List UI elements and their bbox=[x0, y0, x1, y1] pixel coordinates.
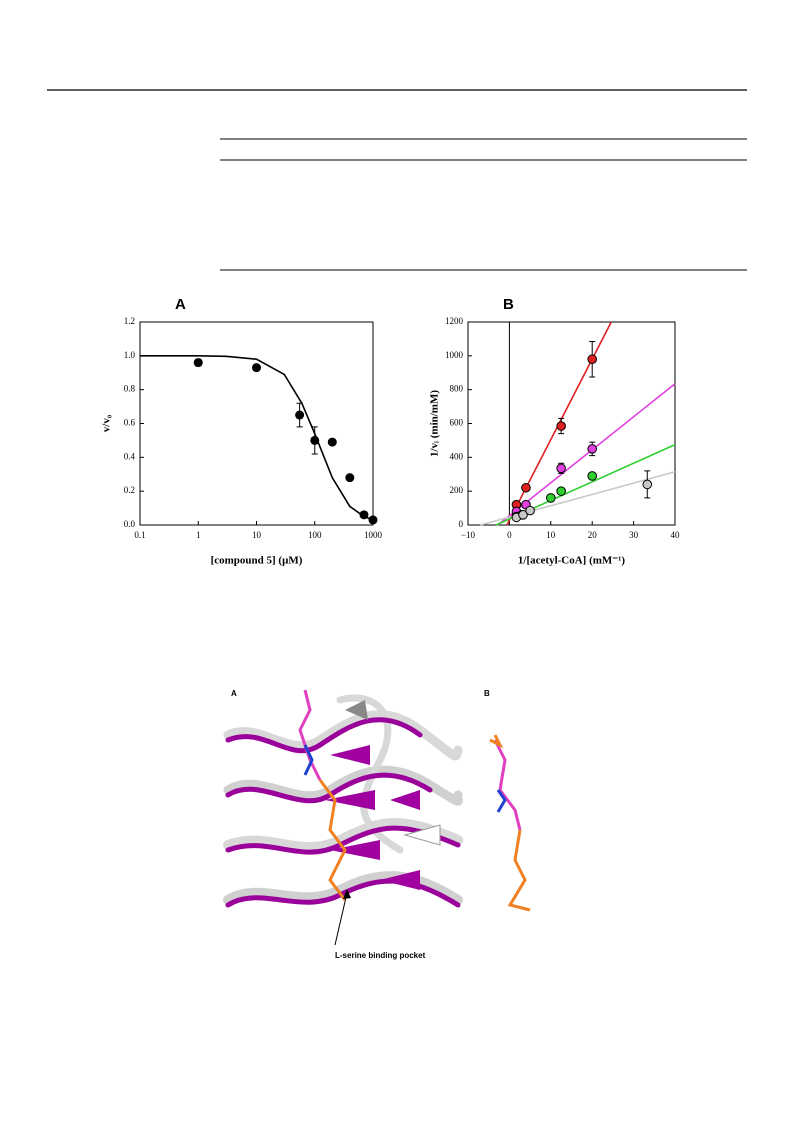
data-point bbox=[193, 358, 203, 368]
data-point bbox=[327, 437, 337, 447]
plot-frame bbox=[467, 321, 676, 526]
data-point bbox=[525, 505, 535, 516]
panel-label: A bbox=[231, 689, 237, 698]
ligand bbox=[298, 689, 531, 912]
x-tick-label: 100 bbox=[308, 530, 322, 540]
y-tick-label: 0.2 bbox=[124, 485, 135, 495]
annotation-arrow bbox=[334, 892, 348, 946]
y-axis-label: v/v₀ bbox=[101, 414, 113, 432]
x-axis-label: [compound 5] (μM) bbox=[211, 555, 303, 567]
x-tick-label: 20 bbox=[588, 530, 598, 540]
y-tick-label: 0.0 bbox=[124, 519, 136, 529]
panel-label: B bbox=[484, 689, 490, 698]
y-axis-label: 1/vᵢ (min/mM) bbox=[429, 390, 441, 457]
panel-label: B bbox=[503, 296, 514, 313]
data-point bbox=[556, 486, 566, 496]
plot-frame bbox=[139, 321, 374, 526]
data-point bbox=[587, 471, 598, 481]
y-tick-label: 400 bbox=[450, 451, 464, 461]
data-point bbox=[359, 510, 369, 520]
x-tick-label: 0.1 bbox=[134, 530, 145, 540]
x-tick-label: 30 bbox=[629, 530, 639, 540]
data-point bbox=[587, 354, 598, 365]
y-tick-label: 0.6 bbox=[124, 418, 136, 428]
y-tick-label: 0.4 bbox=[124, 451, 136, 461]
data-point bbox=[295, 410, 305, 420]
data-point bbox=[252, 363, 261, 373]
y-tick-label: 1200 bbox=[445, 316, 464, 326]
data-point bbox=[642, 479, 653, 490]
y-tick-label: 800 bbox=[450, 384, 464, 394]
fit-line bbox=[140, 355, 374, 521]
x-tick-label: 10 bbox=[546, 530, 556, 540]
x-tick-label: 1000 bbox=[364, 530, 383, 540]
x-tick-label: 40 bbox=[671, 530, 681, 540]
y-tick-label: 0 bbox=[459, 519, 464, 529]
beta-arrows bbox=[325, 700, 441, 890]
y-tick-label: 600 bbox=[450, 418, 464, 428]
x-tick-label: 10 bbox=[252, 530, 262, 540]
y-tick-label: 200 bbox=[450, 485, 464, 495]
data-point bbox=[345, 473, 355, 483]
x-tick-label: 0 bbox=[507, 530, 512, 540]
y-tick-label: 1.2 bbox=[124, 316, 135, 326]
data-point bbox=[587, 444, 598, 454]
data-point bbox=[556, 463, 566, 474]
data-point bbox=[556, 421, 566, 431]
data-point bbox=[368, 515, 378, 525]
data-point bbox=[310, 435, 320, 445]
annotation: L-serine binding pocket bbox=[335, 951, 426, 960]
data-point bbox=[521, 482, 531, 493]
y-tick-label: 1000 bbox=[445, 350, 464, 360]
panel-label: A bbox=[175, 296, 186, 313]
x-tick-label: −10 bbox=[461, 530, 476, 540]
y-tick-label: 1.0 bbox=[124, 350, 136, 360]
x-tick-label: 1 bbox=[196, 530, 201, 540]
structure-figure: A B bbox=[223, 689, 531, 960]
arrow-head bbox=[343, 889, 351, 899]
data-point bbox=[518, 510, 528, 520]
x-axis-label: 1/[acetyl-CoA] (mM⁻¹) bbox=[518, 555, 625, 567]
data-point bbox=[546, 493, 556, 503]
y-tick-label: 0.8 bbox=[124, 384, 136, 394]
